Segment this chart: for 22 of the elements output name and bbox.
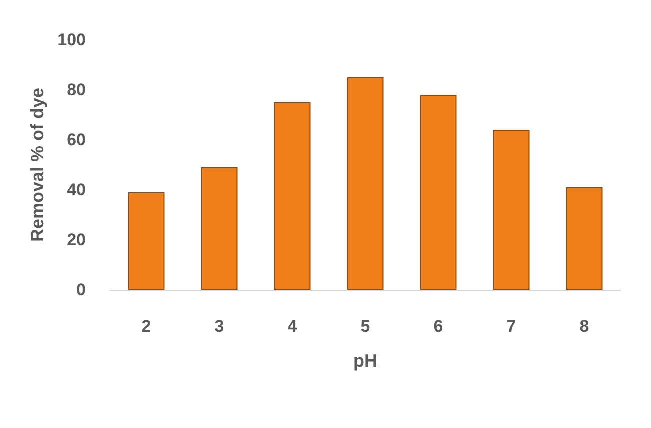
bar (420, 95, 457, 290)
x-tick-label: 6 (434, 317, 444, 336)
y-tick-label: 40 (67, 180, 86, 200)
x-tick-label: 7 (506, 317, 516, 336)
bar (493, 130, 530, 290)
y-tick-label: 0 (76, 280, 86, 300)
bar (274, 102, 311, 290)
x-tick-label: 2 (142, 317, 152, 336)
x-axis-title: pH (354, 351, 378, 371)
y-axis-title: Removal % of dye (28, 88, 48, 242)
x-tick-label: 5 (360, 317, 370, 336)
y-tick-label: 100 (58, 30, 86, 50)
y-tick-label: 20 (67, 230, 86, 250)
y-tick-label: 80 (67, 80, 86, 100)
y-tick-label: 60 (67, 130, 86, 150)
bar (128, 192, 165, 290)
bar (566, 188, 603, 290)
bar (201, 168, 238, 290)
x-tick-label: 8 (580, 317, 590, 336)
bar (347, 78, 384, 290)
x-tick-label: 4 (288, 317, 298, 336)
x-tick-label: 3 (214, 317, 224, 336)
